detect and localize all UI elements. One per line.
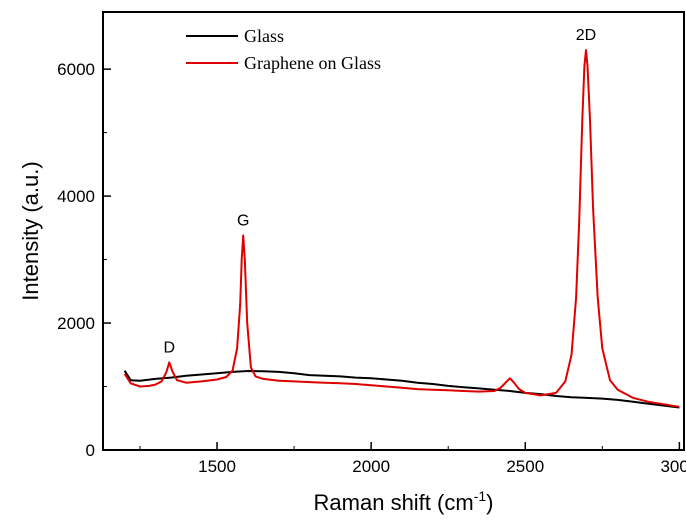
y-axis-title: Intensity (a.u.) — [18, 161, 43, 300]
legend: Glass Graphene on Glass — [186, 26, 381, 73]
series-lines — [123, 49, 680, 409]
plot-frame — [102, 11, 685, 451]
peak-annotations: D G 2D — [163, 27, 596, 356]
series-line-glass — [123, 370, 680, 409]
x-tick-label-1500: 1500 — [198, 457, 236, 476]
x-tick-label-2500: 2500 — [506, 457, 544, 476]
y-tick-label-2000: 2000 — [57, 314, 95, 333]
legend-label-glass: Glass — [244, 26, 284, 46]
x-tick-label-2000: 2000 — [352, 457, 390, 476]
y-tick-label-0: 0 — [86, 441, 95, 460]
y-tick-label-6000: 6000 — [57, 60, 95, 79]
x-axis-title: Raman shift (cm-1) — [314, 488, 494, 515]
legend-label-graphene: Graphene on Glass — [244, 53, 381, 73]
peak-label-d: D — [163, 339, 175, 356]
y-tick-label-4000: 4000 — [57, 187, 95, 206]
peak-label-2d: 2D — [576, 27, 596, 44]
peak-label-g: G — [237, 212, 249, 229]
series-line-graphene — [123, 49, 680, 408]
